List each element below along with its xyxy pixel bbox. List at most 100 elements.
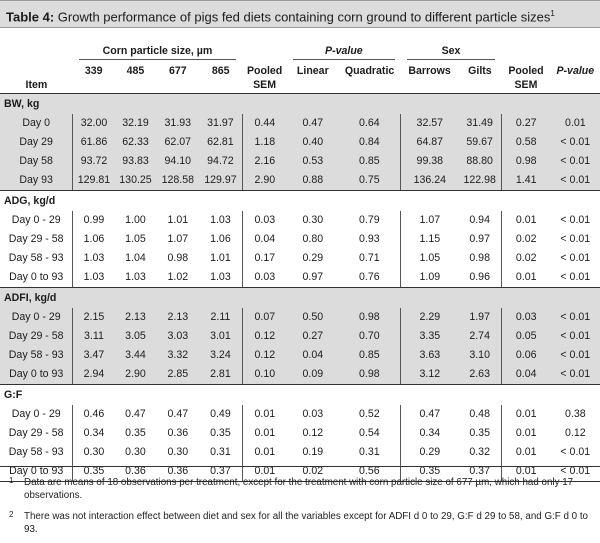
table-cell: 0.85 bbox=[338, 346, 401, 365]
table-cell: 0.27 bbox=[287, 327, 339, 346]
table-cell: 1.01 bbox=[210, 252, 231, 264]
table-cell: 1.02 bbox=[156, 268, 200, 288]
table-cell: < 0.01 bbox=[560, 252, 591, 264]
table-cell: 0.01 bbox=[241, 443, 288, 462]
table-cell: 0.06 bbox=[500, 346, 551, 365]
table-cell: 61.86 bbox=[72, 133, 115, 152]
table-row: Day 0 to 93 2.94 2.90 2.85 2.81 0.10 0.09 0.98 3… bbox=[0, 365, 600, 385]
table-cell: 0.76 bbox=[338, 268, 401, 288]
header-size-485: 485 bbox=[126, 65, 145, 77]
table-cell: 1.03 bbox=[72, 268, 115, 288]
table-cell: 0.01 bbox=[500, 443, 551, 462]
table-cell: 93.72 bbox=[72, 152, 115, 171]
row-label: Day 29 - 58 bbox=[0, 327, 73, 346]
header-blank-8 bbox=[199, 78, 243, 94]
table-cell: < 0.01 bbox=[550, 308, 600, 327]
table-cell: 0.34 bbox=[400, 424, 459, 443]
table-cell: 0.48 bbox=[469, 408, 490, 420]
table-cell: 0.34 bbox=[72, 424, 115, 443]
section-title: ADG, kg/d bbox=[0, 190, 600, 211]
table-cell: 0.01 bbox=[500, 268, 551, 288]
table-cell: 0.30 bbox=[125, 446, 146, 458]
table-cell: 3.47 bbox=[72, 346, 115, 365]
table-cell: 1.05 bbox=[400, 249, 459, 268]
table-cell: 1.03 bbox=[210, 214, 231, 226]
header-pooled: Pooled bbox=[246, 65, 283, 77]
header-size-339: 339 bbox=[84, 65, 103, 77]
header-gilts: Gilts bbox=[468, 65, 492, 77]
header-blank-9 bbox=[287, 78, 339, 94]
table-cell: 129.81 bbox=[72, 171, 115, 191]
row-label: Day 29 bbox=[0, 133, 73, 152]
table-cell: 0.38 bbox=[564, 408, 586, 420]
table-cell: 0.49 bbox=[210, 408, 231, 420]
header-blank-3 bbox=[501, 42, 600, 60]
table-cell: 0.52 bbox=[359, 408, 380, 420]
table-row: Day 0 to 93 1.03 1.03 1.02 1.03 0.03 0.97 0.76 1… bbox=[0, 268, 600, 288]
table-cell: 3.05 bbox=[114, 327, 157, 346]
table-cell: 2.11 bbox=[199, 308, 243, 327]
table-cell: 129.97 bbox=[199, 171, 243, 191]
table-cell: 2.90 bbox=[241, 171, 288, 191]
row-label: Day 58 - 93 bbox=[8, 446, 64, 458]
table-cell: < 0.01 bbox=[550, 327, 600, 346]
table-cell: 0.29 bbox=[400, 443, 459, 462]
table-cell: 0.35 bbox=[469, 427, 490, 439]
table-cell: 32.00 bbox=[72, 114, 115, 133]
table-cell: 0.47 bbox=[400, 405, 459, 424]
table-cell: 0.50 bbox=[287, 308, 339, 327]
table-cell: < 0.01 bbox=[560, 446, 591, 458]
table-cell: 0.58 bbox=[500, 133, 551, 152]
table-cell: 62.07 bbox=[156, 133, 200, 152]
table-cell: 3.44 bbox=[114, 346, 157, 365]
header-blank bbox=[0, 42, 73, 60]
row-label: Day 29 - 58 bbox=[8, 233, 64, 245]
section-header-row: ADG, kg/d bbox=[0, 190, 600, 211]
table-row: Day 93 129.81 130.25 128.58 129.97 2.90 0.88 0.… bbox=[0, 171, 600, 191]
header-pvalue-sex: P-value bbox=[556, 65, 595, 77]
header-blank-5 bbox=[72, 78, 115, 94]
table-cell: 1.06 bbox=[72, 230, 115, 249]
footnote-1-mark: 1 bbox=[9, 476, 14, 485]
table-cell: 31.97 bbox=[199, 114, 243, 133]
table-cell: 0.47 bbox=[167, 408, 189, 420]
table-cell: 0.94 bbox=[469, 214, 490, 226]
table-cell: 0.97 bbox=[287, 268, 339, 288]
table-cell: 62.81 bbox=[199, 133, 243, 152]
table-cell: 0.30 bbox=[72, 443, 115, 462]
table-cell: 0.17 bbox=[241, 249, 288, 268]
table-cell: 0.93 bbox=[359, 233, 380, 245]
table-cell: 1.41 bbox=[500, 171, 551, 191]
table-cell: 1.09 bbox=[400, 268, 459, 288]
table-cell: 0.12 bbox=[241, 346, 288, 365]
footnotes: 1 Data are means of 18 observations per … bbox=[0, 466, 600, 543]
table-cell: 0.09 bbox=[287, 365, 339, 385]
table-cell: 1.03 bbox=[72, 249, 115, 268]
section-title: BW, kg bbox=[0, 93, 600, 114]
table-cell: 3.10 bbox=[458, 346, 502, 365]
table-cell: 0.04 bbox=[500, 365, 551, 385]
table-row: Day 0 - 29 2.15 2.13 2.13 2.11 0.07 0.50 0.98 2.… bbox=[0, 308, 600, 327]
table-cell: 0.31 bbox=[210, 446, 231, 458]
row-label: Day 0 bbox=[0, 114, 73, 133]
table-cell: 0.03 bbox=[302, 408, 324, 420]
table-cell: 0.12 bbox=[564, 427, 586, 439]
table-cell: 0.29 bbox=[302, 252, 324, 264]
table-cell: 0.02 bbox=[500, 230, 551, 249]
table-cell: 0.35 bbox=[210, 427, 231, 439]
table-cell: 0.98 bbox=[500, 152, 551, 171]
table-cell: 1.03 bbox=[199, 268, 243, 288]
header-size-865: 865 bbox=[211, 65, 230, 77]
header-size-677: 677 bbox=[168, 65, 187, 77]
table-cell: < 0.01 bbox=[550, 152, 600, 171]
header-blank-4 bbox=[0, 60, 73, 78]
table-cell: 94.72 bbox=[199, 152, 243, 171]
table-row: Day 58 93.72 93.83 94.10 94.72 2.16 0.53 0.85 99… bbox=[0, 152, 600, 171]
header-pooled-sex: Pooled bbox=[508, 65, 544, 77]
table-cell: 0.47 bbox=[287, 114, 339, 133]
table-cell: < 0.01 bbox=[550, 133, 600, 152]
table-cell: 31.49 bbox=[458, 114, 502, 133]
table-cell: 59.67 bbox=[458, 133, 502, 152]
table-title-footnote-mark: 1 bbox=[550, 9, 555, 18]
